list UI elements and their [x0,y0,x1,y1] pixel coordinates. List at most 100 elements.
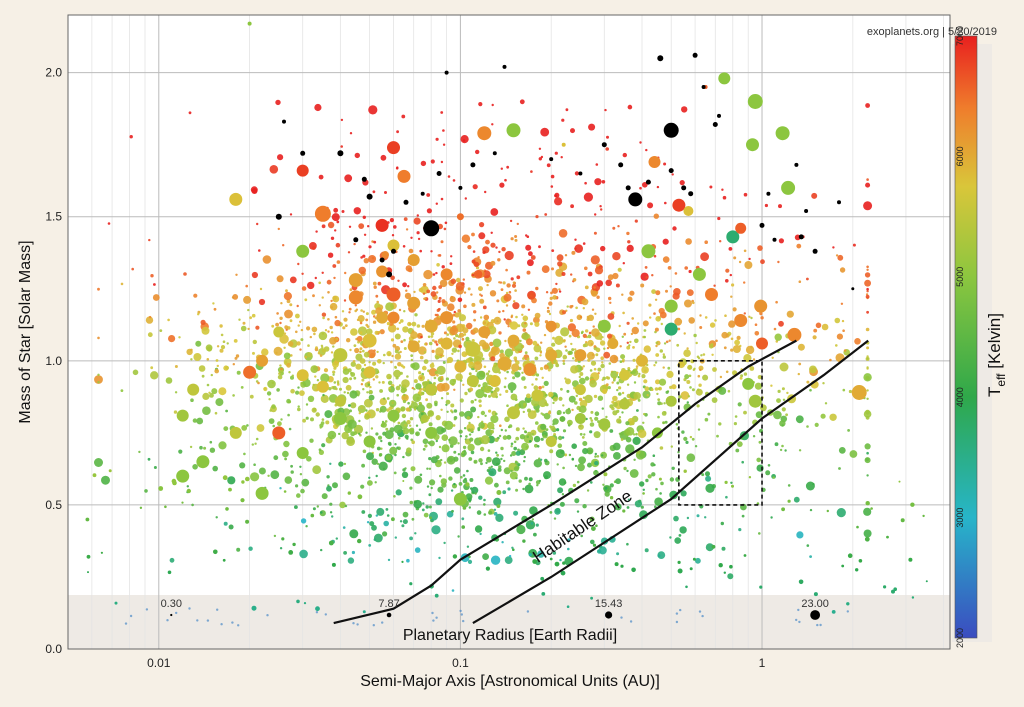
y-tick-label: 0.0 [45,642,62,656]
planet-point [607,386,611,390]
planet-point [555,449,565,459]
planet-point [423,220,440,237]
planet-point [574,401,578,405]
planet-point [430,486,433,490]
planet-point [411,440,416,445]
planet-point [634,500,643,508]
planet-point [731,283,735,287]
planet-point [488,468,497,477]
planet-point [302,378,311,388]
planet-point [644,266,648,269]
planet-point [206,383,210,387]
planet-point [559,558,562,562]
planet-point [321,296,324,299]
planet-point [511,363,520,372]
planet-point [505,291,509,295]
planet-point [502,281,506,285]
planet-point [455,277,461,283]
planet-point [329,511,333,514]
planet-point [232,294,239,300]
planet-point [494,437,499,442]
planet-point [773,327,777,331]
planet-point [526,435,529,439]
planet-point [626,469,629,473]
planet-point [538,479,542,483]
planet-point [749,366,755,371]
planet-point [578,456,586,465]
planet-point [198,365,206,372]
planet-point [570,365,579,374]
planet-point [435,415,441,421]
planet-point [798,234,804,240]
planet-point [234,356,238,360]
axes: 0.01 0.1 10.00.51.01.52.0 [45,66,765,670]
planet-point [596,455,600,458]
planet-point [208,391,211,394]
planet-point [379,389,383,393]
planet-point [842,329,845,333]
planet-point [452,320,456,324]
planet-point [451,347,458,353]
planet-point [360,256,363,259]
planet-point [736,335,741,340]
planet-point [653,364,656,367]
planet-point [441,427,447,433]
planet-point [371,240,374,243]
planet-point [261,348,269,356]
planet-point [86,554,91,559]
planet-point [663,402,666,405]
planet-point [746,138,759,152]
planet-point [487,449,491,452]
planet-point [279,364,282,367]
planet-point [600,363,605,369]
planet-point [372,320,377,324]
planet-point [743,281,746,284]
planet-point [430,332,435,336]
planet-point [612,272,619,280]
planet-point [725,370,729,374]
planet-point [482,553,489,560]
planet-point [377,435,383,440]
planet-point [669,536,672,539]
planet-point [347,251,351,254]
planet-point [724,314,727,318]
planet-point [438,285,443,289]
planet-point [543,364,549,370]
planet-point [681,106,688,113]
planet-point [469,478,474,482]
planet-point [597,549,602,554]
planet-point [307,281,315,290]
planet-point [279,316,283,320]
planet-point [478,102,483,107]
planet-point [321,348,326,353]
planet-point [695,557,701,564]
planet-point [781,444,784,448]
planet-point [462,383,465,386]
planet-point [574,384,586,396]
planet-point [356,335,363,342]
planet-point [600,451,607,459]
planet-point [361,463,365,468]
planet-point [522,328,527,332]
planet-point [467,559,473,565]
planet-point [169,557,175,563]
planet-point [658,378,667,386]
planet-point [530,170,533,173]
planet-point [309,438,314,443]
planet-point [478,422,485,429]
planet-point [354,309,358,313]
planet-point [469,437,474,442]
planet-point [359,331,363,335]
planet-point [711,544,716,549]
planet-point [354,152,360,159]
planet-point [785,413,788,417]
planet-point [501,247,506,252]
planet-point [846,602,850,606]
planet-point [621,391,625,395]
planet-point [662,238,669,245]
planet-point [240,498,245,503]
planet-point [363,233,367,236]
planet-point [666,370,674,378]
planet-point [728,247,733,251]
planet-point [618,324,621,328]
